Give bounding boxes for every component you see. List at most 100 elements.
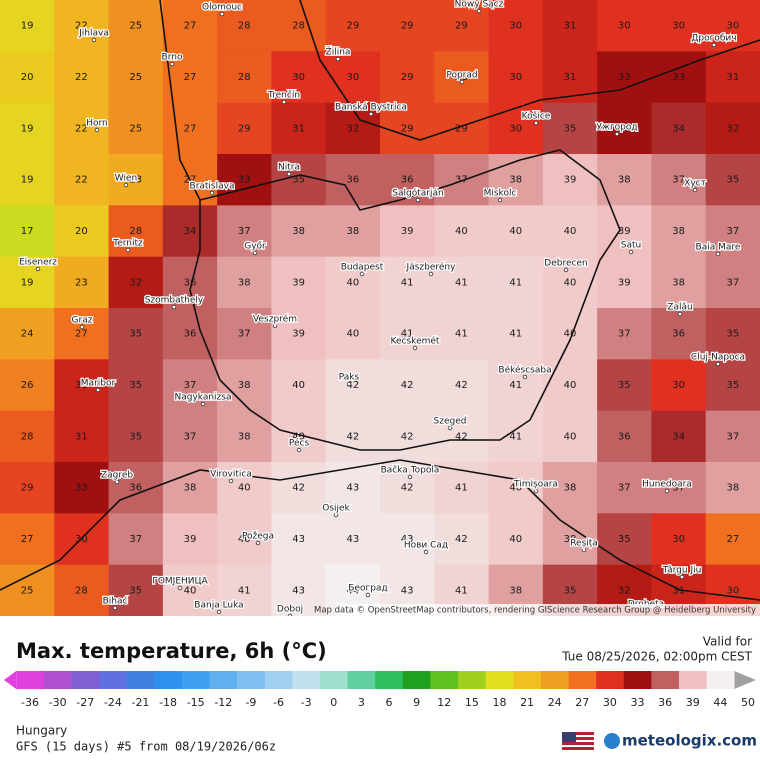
temperature-value: 35 (564, 585, 577, 596)
temperature-value: 38 (509, 585, 522, 596)
city-label: Salgótarján (392, 188, 443, 199)
city-dot (447, 425, 453, 431)
temperature-cell (542, 359, 598, 412)
legend-tick-label: 27 (575, 696, 589, 709)
temperature-value: 40 (184, 585, 197, 596)
city-label: Nitra (278, 163, 300, 173)
temperature-value: 27 (75, 329, 88, 340)
temperature-value: 30 (672, 21, 685, 32)
temperature-cell (542, 308, 598, 360)
temperature-value: 29 (401, 123, 414, 134)
city-dot (497, 197, 503, 203)
temperature-value: 43 (346, 483, 359, 494)
temperature-value: 24 (21, 329, 34, 340)
temperature-value: 38 (292, 226, 305, 237)
temperature-cell (217, 205, 272, 258)
temperature-cell (651, 51, 707, 104)
temperature-value: 43 (292, 585, 305, 596)
temperature-cell (217, 564, 272, 617)
temperature-value: 41 (509, 431, 522, 442)
temperature-value: 35 (726, 380, 739, 391)
temperature-cell (0, 154, 55, 206)
temperature-value: 31 (726, 72, 739, 83)
temperature-cell (434, 51, 490, 104)
temperature-value: 42 (455, 380, 468, 391)
temperature-cell (108, 256, 164, 309)
temperature-value: 42 (401, 380, 414, 391)
city-label: Nagykanizsa (175, 393, 232, 403)
temperature-value: 35 (726, 175, 739, 186)
temperature-cell (271, 462, 327, 514)
temperature-cell (325, 102, 381, 155)
temperature-value: 27 (726, 534, 739, 545)
legend-swatch (43, 671, 72, 689)
temperature-cell (217, 256, 272, 309)
temperature-cell (705, 359, 760, 412)
city-label: Trenčín (267, 90, 300, 101)
temperature-cell (162, 359, 218, 412)
temperature-value: 41 (401, 329, 414, 340)
temperature-cell (597, 51, 652, 104)
city-dot (581, 547, 587, 553)
city-dot (114, 479, 120, 485)
temperature-value: 41 (401, 277, 414, 288)
temperature-cell (597, 102, 652, 155)
brand-logo (604, 733, 620, 749)
city-dot (272, 323, 278, 329)
temperature-cell (651, 256, 707, 309)
city-dot (252, 250, 258, 256)
borders (0, 0, 760, 601)
temperature-cell (542, 462, 598, 514)
temperature-cell (54, 0, 110, 52)
temperature-cell (542, 102, 598, 155)
temperature-value: 28 (129, 226, 142, 237)
temperature-value: 30 (726, 21, 739, 32)
temperature-value: 38 (564, 483, 577, 494)
temperature-value: 35 (292, 175, 305, 186)
legend-swatch (237, 671, 266, 689)
temperature-cell (54, 51, 110, 104)
city-dot (692, 187, 698, 193)
legend-tick-label: 50 (741, 696, 755, 709)
temperature-cell (108, 308, 164, 360)
temperature-cell (380, 359, 435, 412)
city-dot (476, 8, 482, 14)
temperature-cell (108, 154, 164, 206)
temperature-value: 37 (726, 431, 739, 442)
city-dot (711, 42, 717, 48)
temperature-cell (434, 102, 490, 155)
temperature-value: 35 (618, 534, 631, 545)
legend-swatch (99, 671, 127, 689)
temperature-value: 40 (292, 380, 305, 391)
temperature-value: 37 (184, 431, 197, 442)
city-label: Timișoara (513, 480, 558, 490)
city-dot (177, 585, 183, 591)
temperature-value: 35 (618, 380, 631, 391)
city-dot (171, 304, 177, 310)
temperature-value: 20 (75, 226, 88, 237)
city-label: Reșița (570, 539, 598, 549)
legend-swatch (513, 671, 542, 689)
temperature-cell (434, 308, 490, 360)
temperature-value: 28 (21, 431, 34, 442)
temperature-cell (705, 51, 760, 104)
legend: -36 -30 -27 -24 -21 -18 -15 -12 -9 -6 -3 0 3 6 9 12 15 18… (4, 671, 756, 709)
temperature-cell (325, 410, 381, 463)
temperature-cell (705, 462, 760, 514)
temperature-value: 35 (726, 329, 739, 340)
temperature-cell (217, 308, 272, 360)
temperature-value: 40 (238, 534, 251, 545)
temperature-value: 29 (455, 21, 468, 32)
city-label: Baia Mare (696, 243, 741, 253)
temperature-cell (651, 308, 707, 360)
temperature-value: 31 (564, 72, 577, 83)
city-dot (679, 574, 685, 580)
legend-swatch (485, 671, 514, 689)
legend-tick-label: -15 (187, 696, 205, 709)
temperature-value: 39 (618, 226, 631, 237)
temperature-cell (108, 205, 164, 258)
temperature-cell (271, 256, 327, 309)
temperature-value: 40 (564, 277, 577, 288)
temperature-value: 30 (509, 123, 522, 134)
temperature-cell (380, 51, 435, 104)
